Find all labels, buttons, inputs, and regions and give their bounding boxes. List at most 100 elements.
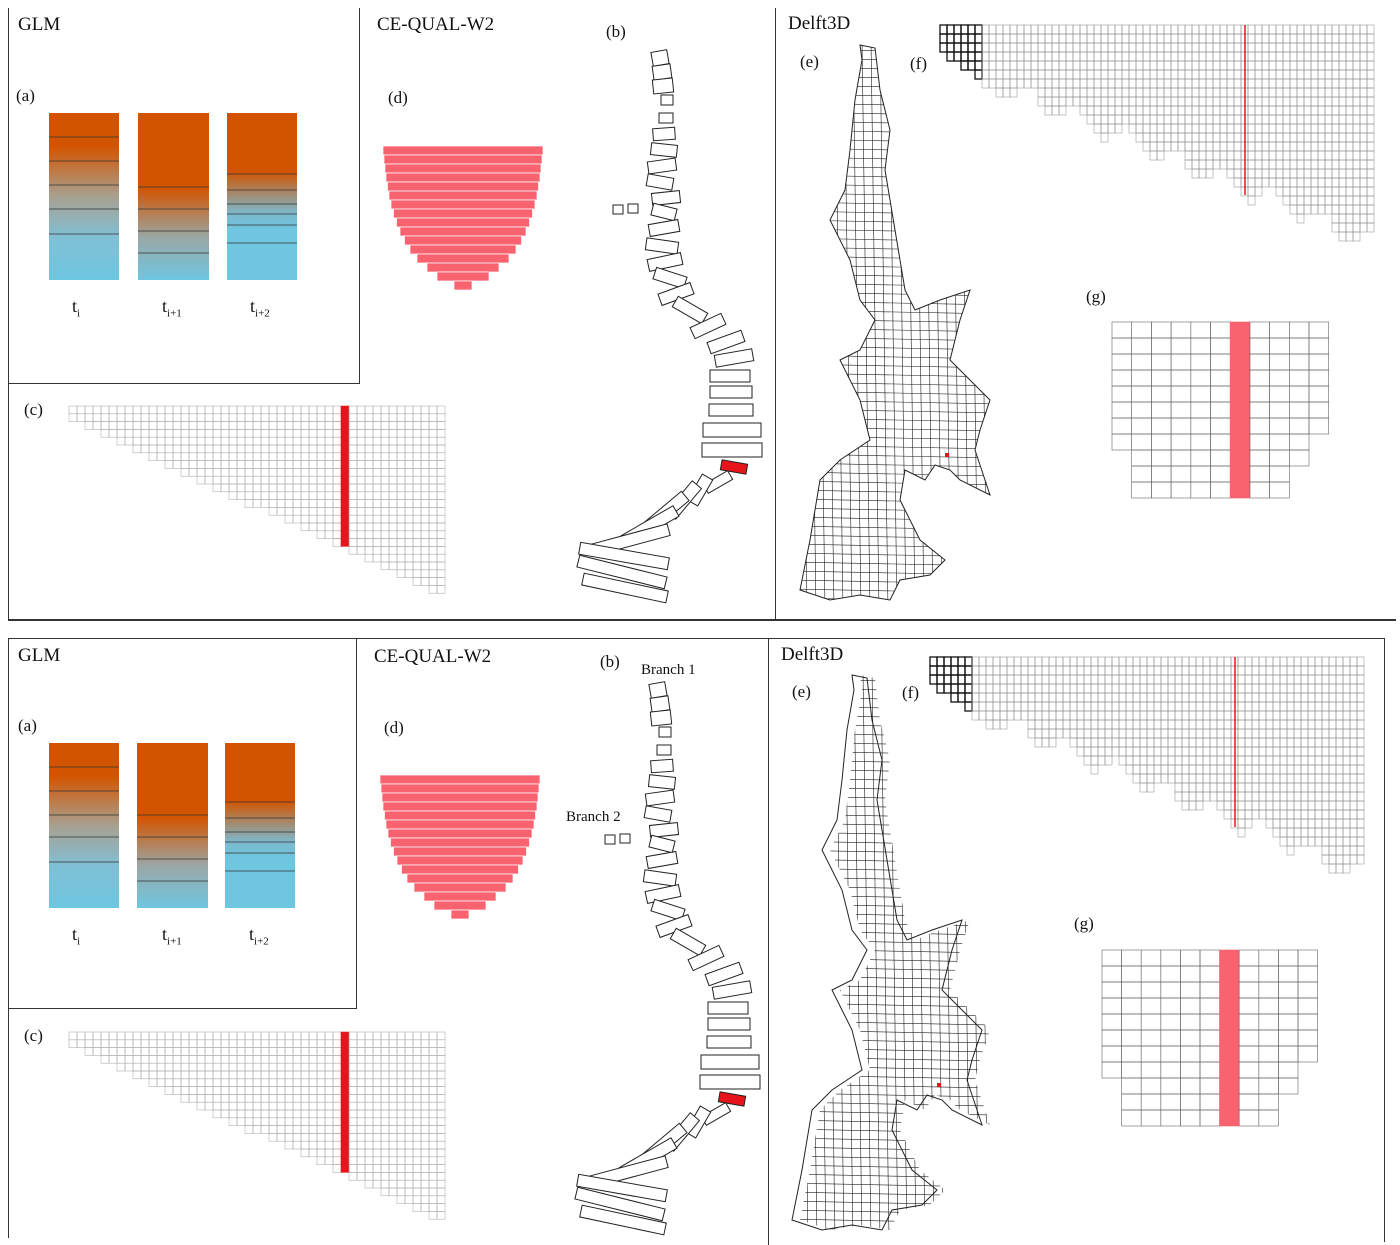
grid-cell	[1289, 401, 1310, 419]
grid-cell	[1079, 69, 1088, 80]
grid-cell	[1261, 42, 1270, 53]
grid-cell	[1352, 51, 1361, 62]
grid-cell	[332, 1062, 342, 1072]
grid-cell	[1086, 105, 1095, 116]
grid-cell	[316, 483, 326, 493]
grid-cell	[404, 460, 414, 469]
grid-cell	[1308, 401, 1330, 419]
grid-cell	[364, 1172, 374, 1181]
grid-cell	[412, 1203, 422, 1212]
grid-cell	[1160, 1029, 1181, 1047]
grid-cell	[260, 1125, 270, 1134]
grid-cell	[1156, 87, 1165, 98]
grid-cell	[1212, 123, 1221, 134]
grid-cell	[164, 452, 174, 461]
grid-cell	[1104, 710, 1113, 721]
bowl-layer	[423, 891, 497, 902]
grid-cell	[1247, 159, 1256, 170]
grid-cell	[420, 1179, 430, 1189]
grid-cell	[380, 1039, 390, 1048]
grid-cell	[180, 1055, 190, 1064]
grid-cell	[1111, 369, 1133, 387]
grid-cell	[1212, 78, 1221, 89]
grid-cell	[1303, 150, 1312, 161]
grid-cell	[228, 1055, 238, 1064]
grid-cell	[356, 405, 366, 415]
mesh-line	[800, 1065, 990, 1071]
grid-cell	[1219, 1061, 1240, 1079]
grid-cell	[1083, 719, 1092, 730]
grid-cell	[1216, 773, 1225, 784]
grid-cell	[380, 1172, 390, 1181]
grid-cell	[284, 1109, 294, 1119]
grid-cell	[1131, 417, 1152, 435]
grid-cell	[396, 538, 406, 547]
grid-cell	[1352, 60, 1361, 71]
grid-cell	[1282, 195, 1291, 206]
grid-cell	[252, 1039, 262, 1048]
grid-cell	[212, 1039, 222, 1048]
grid-cell	[1219, 114, 1228, 125]
grid-cell	[964, 665, 973, 676]
grid-cell	[1335, 782, 1344, 793]
grid-cell	[995, 60, 1004, 71]
grid-cell	[412, 577, 422, 586]
grid-cell	[1170, 353, 1192, 371]
mesh-line	[800, 1146, 990, 1152]
grid-cell	[316, 1047, 326, 1056]
grid-cell	[388, 1055, 398, 1064]
grid-cell	[1009, 69, 1018, 80]
grid-cell	[1198, 96, 1207, 107]
grid-cell	[212, 1086, 222, 1095]
grid-cell	[252, 429, 262, 438]
grid-cell	[420, 1117, 430, 1126]
mesh-line	[800, 354, 990, 360]
grid-cell	[1342, 809, 1351, 820]
grid-cell	[1188, 656, 1197, 667]
grid-cell	[300, 491, 310, 500]
grid-cell	[268, 468, 278, 477]
grid-cell	[1345, 195, 1354, 206]
grid-cell	[340, 413, 350, 422]
grid-cell	[260, 1086, 270, 1095]
grid-cell	[1226, 105, 1235, 116]
grid-cell	[1317, 204, 1326, 215]
grid-cell	[1275, 177, 1284, 188]
grid-cell	[84, 421, 94, 430]
grid-cell	[324, 1062, 334, 1072]
grid-cell	[1051, 96, 1060, 107]
segment	[649, 142, 679, 158]
grid-cell	[308, 436, 318, 446]
grid-cell	[1278, 1061, 1299, 1079]
grid-cell	[1174, 737, 1183, 748]
grid-cell	[404, 1195, 414, 1204]
grid-cell	[1216, 719, 1225, 730]
grid-cell	[1286, 719, 1295, 730]
grid-cell	[1153, 683, 1162, 694]
grid-cell	[1307, 674, 1316, 685]
grid-cell	[1184, 132, 1193, 143]
grid-cell	[436, 1101, 446, 1111]
grid-cell	[396, 553, 406, 563]
grid-cell	[1107, 78, 1116, 89]
grid-cell	[412, 1117, 422, 1126]
grid-cell	[1034, 656, 1043, 667]
grid-cell	[1307, 782, 1316, 793]
grid-cell	[1202, 683, 1211, 694]
grid-cell	[252, 1047, 262, 1056]
segment	[660, 94, 674, 106]
grid-cell	[172, 405, 182, 415]
segment	[645, 173, 675, 191]
grid-cell	[1249, 481, 1270, 499]
grid-cell	[412, 1140, 422, 1150]
grid-cell	[404, 1070, 414, 1080]
grid-cell	[1072, 24, 1081, 35]
grid-cell	[1107, 123, 1116, 134]
grid-cell	[420, 1164, 430, 1173]
grid-cell	[420, 561, 430, 571]
grid-cell	[156, 1039, 166, 1048]
grid-cell	[1184, 24, 1193, 35]
grid-cell	[1191, 141, 1200, 152]
grid-cell	[268, 1094, 278, 1103]
grid-cell	[332, 436, 342, 446]
